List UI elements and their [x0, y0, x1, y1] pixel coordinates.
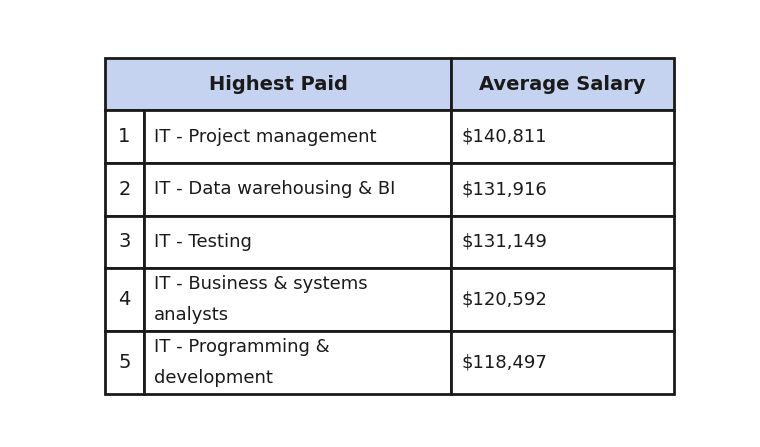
Bar — [451, 215, 674, 268]
Bar — [105, 268, 144, 331]
Text: 2: 2 — [118, 180, 131, 199]
Bar — [451, 163, 674, 215]
Text: development: development — [154, 369, 273, 387]
Text: $131,149: $131,149 — [461, 233, 547, 251]
Bar — [105, 331, 144, 394]
Text: 4: 4 — [118, 290, 131, 309]
Text: analysts: analysts — [154, 306, 230, 324]
Text: IT - Project management: IT - Project management — [154, 128, 377, 146]
Text: 1: 1 — [118, 127, 131, 146]
Bar — [451, 58, 674, 110]
Text: Average Salary: Average Salary — [480, 75, 646, 93]
Bar — [144, 110, 451, 163]
Text: IT - Data warehousing & BI: IT - Data warehousing & BI — [154, 180, 396, 198]
Bar — [105, 163, 144, 215]
Bar — [105, 110, 144, 163]
Text: $118,497: $118,497 — [461, 353, 547, 371]
Text: $131,916: $131,916 — [461, 180, 547, 198]
Bar — [105, 58, 451, 110]
Bar — [451, 331, 674, 394]
Bar — [451, 110, 674, 163]
Bar — [144, 215, 451, 268]
Bar — [451, 268, 674, 331]
Text: IT - Programming &: IT - Programming & — [154, 338, 330, 356]
Text: $120,592: $120,592 — [461, 291, 547, 308]
Text: IT - Testing: IT - Testing — [154, 233, 252, 251]
Bar — [144, 163, 451, 215]
Text: $140,811: $140,811 — [461, 128, 547, 146]
Text: 3: 3 — [118, 232, 131, 251]
Bar — [144, 268, 451, 331]
Text: IT - Business & systems: IT - Business & systems — [154, 275, 368, 293]
Bar — [144, 331, 451, 394]
Text: Highest Paid: Highest Paid — [208, 75, 347, 93]
Bar — [105, 215, 144, 268]
Text: 5: 5 — [118, 353, 131, 372]
